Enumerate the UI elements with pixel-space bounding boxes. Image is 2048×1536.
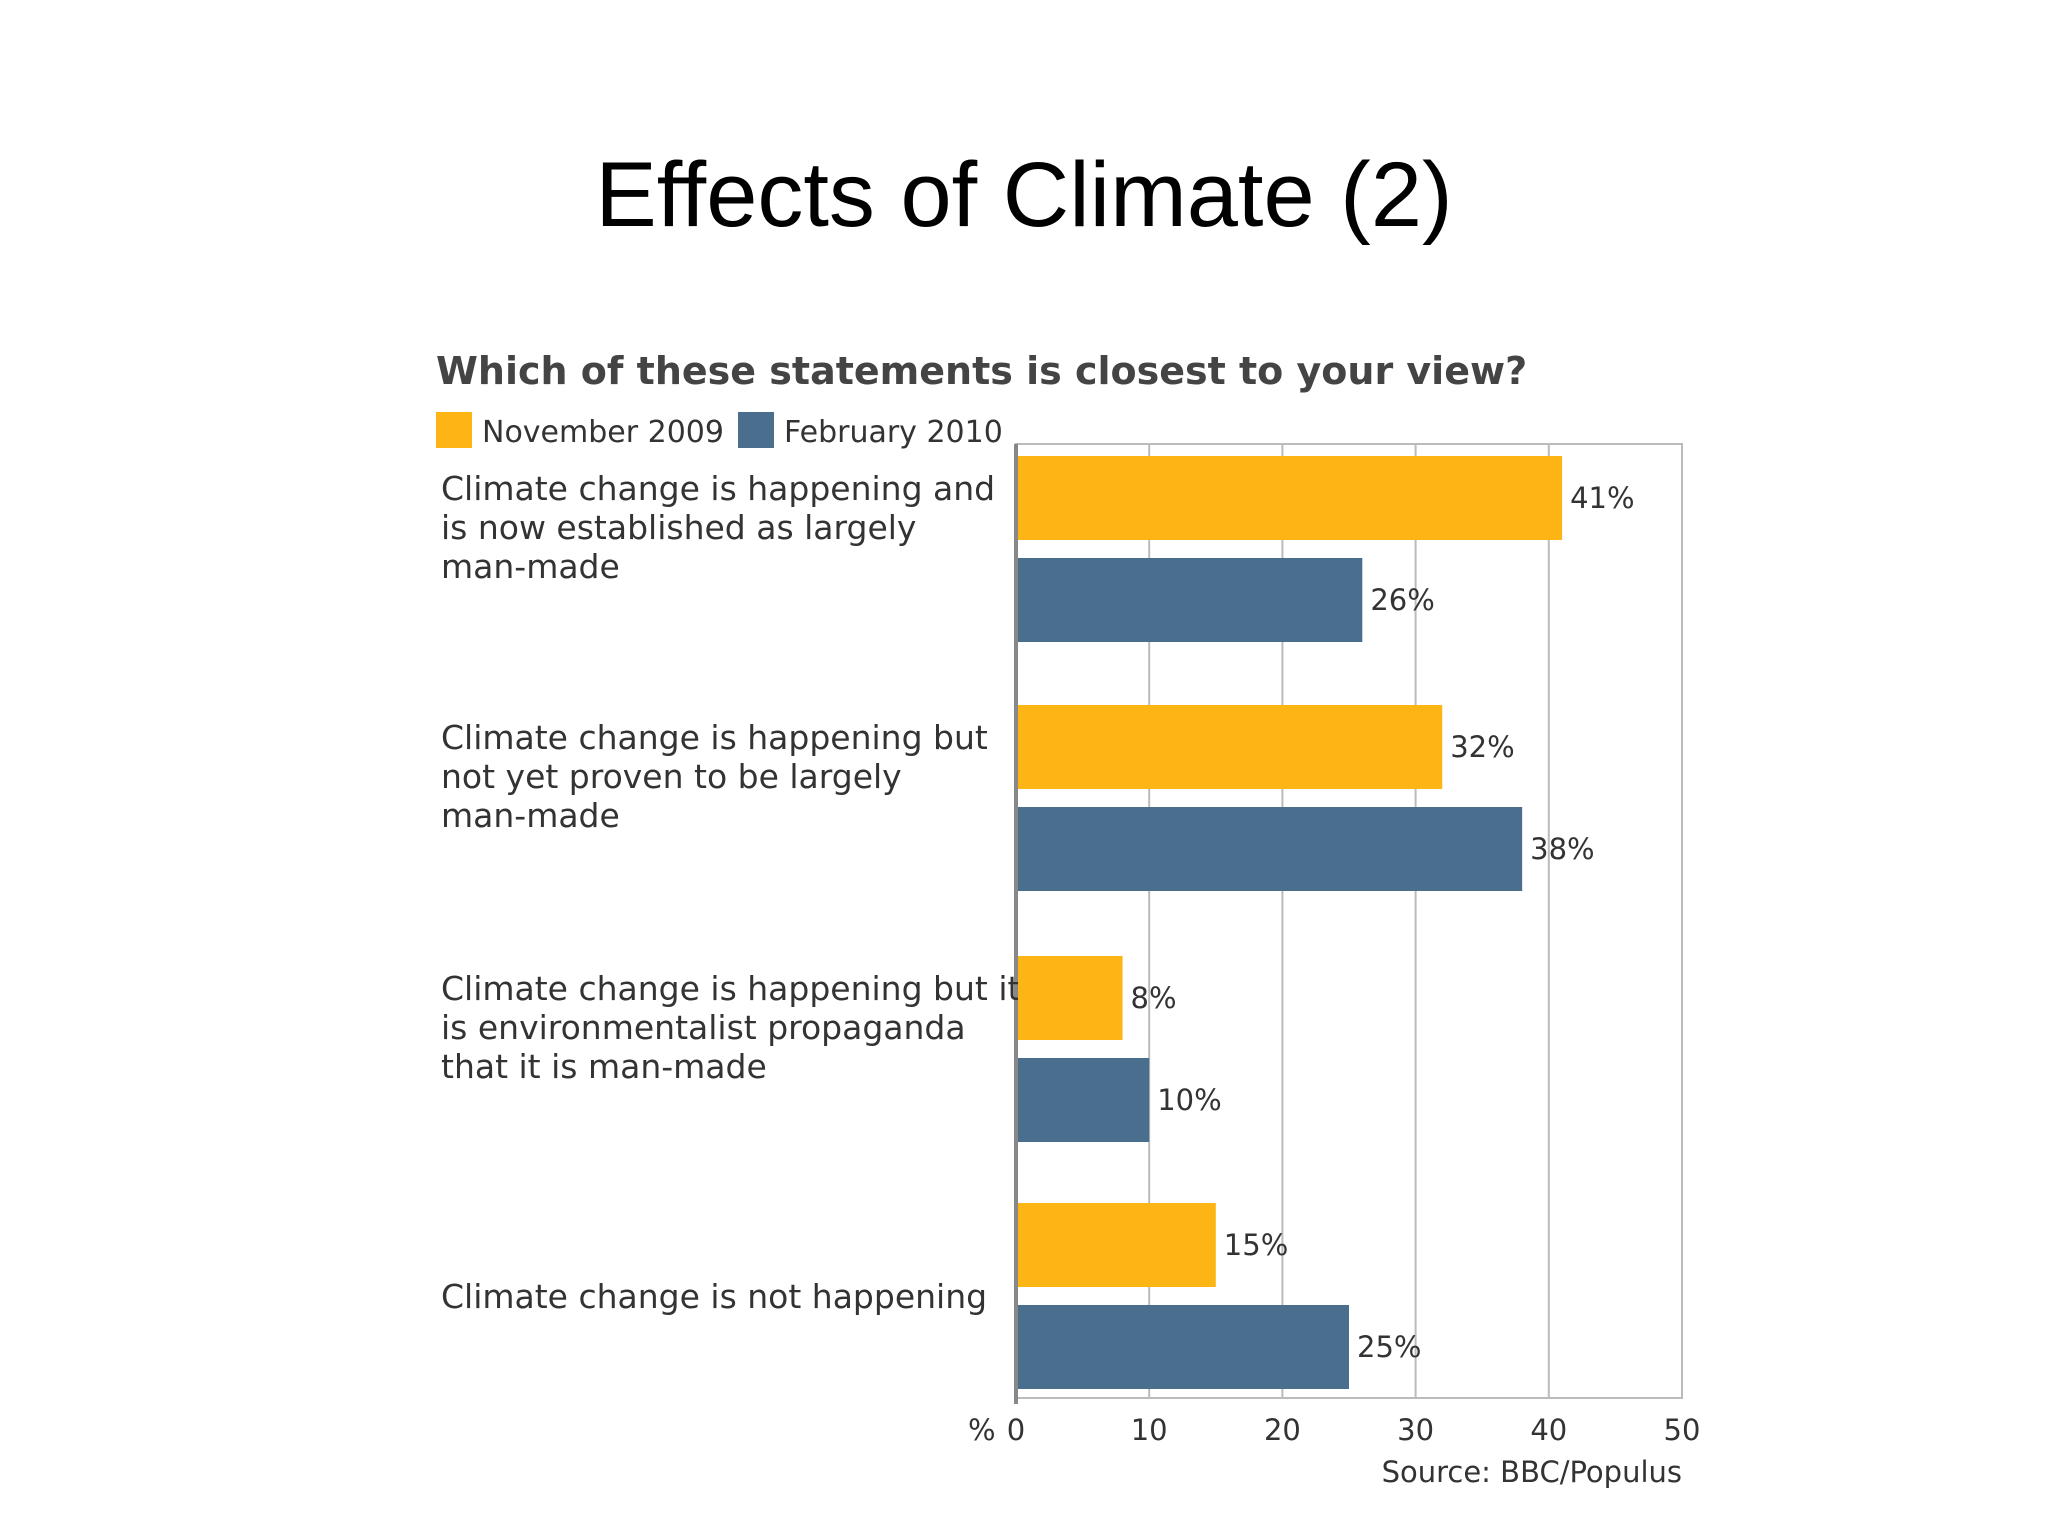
legend: November 2009 February 2010 — [436, 412, 1003, 450]
data-label-february-2010: 10% — [1157, 1083, 1221, 1117]
category-label-line: not yet proven to be largely — [441, 757, 902, 796]
x-tick-label: 50 — [1664, 1413, 1701, 1447]
bar-february-2010 — [1018, 807, 1523, 891]
data-label-november-2009: 15% — [1224, 1228, 1288, 1262]
data-label-february-2010: 26% — [1370, 583, 1434, 617]
x-tick-label: 20 — [1264, 1413, 1301, 1447]
bar-november-2009 — [1018, 456, 1563, 540]
legend-label-november-2009: November 2009 — [482, 415, 724, 450]
x-axis: % 0 10 20 30 40 50 — [968, 1413, 1700, 1447]
plot-frame — [1014, 443, 1683, 1404]
legend-swatch-february-2010 — [738, 412, 774, 448]
legend-label-february-2010: February 2010 — [784, 415, 1003, 450]
x-tick-label: 30 — [1397, 1413, 1434, 1447]
bar-november-2009 — [1018, 705, 1443, 789]
category-label-line: man-made — [441, 796, 620, 835]
legend-swatch-november-2009 — [436, 412, 472, 448]
value-labels: 41% 26% 32% 38% 8% 10% 15% 25% — [1131, 481, 1635, 1364]
bar-february-2010 — [1018, 1058, 1150, 1142]
bar-february-2010 — [1018, 1305, 1349, 1389]
source-note: Source: BBC/Populus — [1382, 1455, 1682, 1489]
category-label-line: Climate change is not happening — [441, 1277, 987, 1316]
category-label-line: that it is man-made — [441, 1047, 767, 1086]
data-label-february-2010: 38% — [1530, 832, 1594, 866]
category-label-line: Climate change is happening but it — [441, 969, 1020, 1008]
category-label-line: is environmentalist propaganda — [441, 1008, 966, 1047]
bar-february-2010 — [1018, 558, 1363, 642]
x-tick-label: 40 — [1530, 1413, 1567, 1447]
bar-november-2009 — [1018, 956, 1123, 1040]
x-tick-label: 0 — [1007, 1413, 1025, 1447]
data-label-november-2009: 8% — [1131, 981, 1177, 1015]
x-tick-label: 10 — [1131, 1413, 1168, 1447]
bars — [1018, 456, 1563, 1389]
data-label-february-2010: 25% — [1357, 1330, 1421, 1364]
data-label-november-2009: 32% — [1450, 730, 1514, 764]
category-label-line: man-made — [441, 547, 620, 586]
chart-question: Which of these statements is closest to … — [436, 349, 1527, 393]
category-label-line: Climate change is happening and — [441, 469, 995, 508]
category-label-line: is now established as largely — [441, 508, 916, 547]
slide-title: Effects of Climate (2) — [595, 144, 1453, 246]
bar-november-2009 — [1018, 1203, 1216, 1287]
category-label-line: Climate change is happening but — [441, 718, 988, 757]
data-label-november-2009: 41% — [1570, 481, 1634, 515]
x-axis-unit: % — [968, 1413, 996, 1447]
